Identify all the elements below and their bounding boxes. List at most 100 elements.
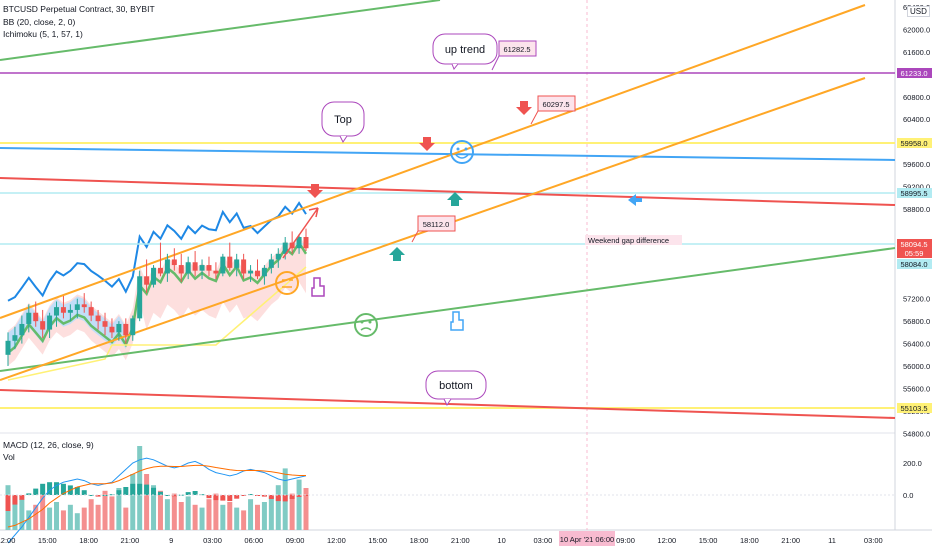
volume-bar	[185, 496, 191, 530]
macd-histogram-bar	[5, 495, 11, 511]
price-tick: 62000.0	[903, 25, 930, 34]
price-label-61282: 61282.5	[491, 40, 537, 71]
trendline-blue	[0, 147, 896, 161]
arrow-down-marker	[307, 184, 323, 198]
candle-body	[254, 270, 260, 277]
price-tag-bg	[897, 239, 932, 249]
macd-histogram-bar	[185, 492, 191, 495]
volume-bar	[102, 490, 108, 530]
price-tick: 56400.0	[903, 340, 930, 349]
volume-bar	[144, 474, 150, 530]
time-tick: 15:00	[368, 536, 387, 545]
candle-body	[241, 259, 247, 274]
trendline-green-bottom	[0, 247, 896, 372]
candle-body	[164, 259, 170, 274]
price-tick: 59200.0	[903, 183, 930, 192]
macd-histogram-bar	[296, 495, 302, 497]
time-tick: 03:00	[534, 536, 553, 545]
price-tags: 61233.0 59958.0 58995.5 58094.505:59 58084.0…	[897, 68, 932, 413]
volume-bar	[74, 513, 80, 530]
candle-body	[109, 326, 115, 333]
vol-legend: Vol	[3, 452, 15, 462]
volume-bar	[157, 490, 163, 530]
volume-bar	[12, 496, 18, 530]
bb-legend: BB (20, close, 2, 0)	[3, 17, 76, 27]
time-tick: 11	[828, 536, 836, 545]
volume-bar	[289, 493, 295, 530]
candle-body	[178, 265, 184, 274]
price-tick: 56000.0	[903, 362, 930, 371]
macd-histogram-bar	[261, 495, 267, 497]
candles	[5, 228, 309, 367]
candle-body	[282, 242, 288, 254]
candle-body	[40, 321, 46, 330]
arrow-up-marker	[389, 247, 405, 261]
svg-text:58112.0: 58112.0	[423, 220, 450, 229]
callout-top: Top	[321, 101, 365, 143]
ichimoku-lagging-line	[7, 266, 307, 381]
price-tag-bg	[897, 259, 932, 269]
ichimoku-legend: Ichimoku (5, 1, 57, 1)	[3, 29, 83, 39]
candle-body	[19, 323, 25, 336]
time-tick: 15:00	[699, 536, 718, 545]
candle-body	[130, 318, 136, 336]
price-tick: 60800.0	[903, 93, 930, 102]
macd-histogram-bar	[282, 495, 288, 502]
macd-histogram-bar	[123, 487, 129, 495]
volume-bar	[88, 499, 94, 530]
time-tick: 12:00	[327, 536, 346, 545]
volume-bar	[261, 502, 267, 530]
volume-bar	[130, 474, 136, 530]
macd-histogram-bar	[60, 483, 66, 495]
macd-histogram-bar	[88, 495, 94, 496]
candle-body	[47, 315, 53, 330]
price-tag-bg	[897, 248, 932, 258]
weekend-gap-box	[585, 235, 682, 245]
signal-line	[7, 464, 306, 528]
volume-bar	[227, 502, 233, 530]
price-tag-bg	[897, 138, 932, 148]
volume-bar	[241, 510, 247, 530]
candle-body	[26, 312, 32, 324]
price-tick: 58800.0	[903, 205, 930, 214]
price-tag-label: 61233.0	[900, 69, 927, 78]
svg-text:60297.5: 60297.5	[542, 100, 569, 109]
volume-bar	[109, 496, 115, 530]
price-tick: 57200.0	[903, 295, 930, 304]
volume-bar	[67, 504, 73, 530]
macd-histogram-bar	[268, 495, 274, 499]
macd-histogram-bar	[275, 495, 281, 502]
time-tick: 18:00	[79, 536, 98, 545]
time-tick: 18:00	[410, 536, 429, 545]
macd-histogram-bar	[192, 491, 198, 495]
price-tag-label: 55103.5	[900, 404, 927, 413]
time-tick: 12:00	[0, 536, 15, 545]
svg-text:61282.5: 61282.5	[503, 45, 530, 54]
volume-bar	[40, 493, 46, 530]
pointing-hand-icon	[450, 311, 464, 331]
price-tag-bg	[897, 188, 932, 198]
currency-label[interactable]: USD	[907, 6, 930, 17]
svg-text:up trend: up trend	[445, 44, 485, 56]
time-tick: 9	[169, 536, 173, 545]
price-tick: 55600.0	[903, 384, 930, 393]
time-tick: 18:00	[740, 536, 759, 545]
volume-bar	[151, 485, 157, 530]
macd-histogram-bar	[33, 488, 39, 495]
volume-bar	[123, 507, 129, 530]
weekend-gap-label: Weekend gap difference	[588, 236, 669, 245]
time-tick: 21:00	[451, 536, 470, 545]
bb-upper-line	[7, 201, 307, 302]
candle-body	[5, 340, 11, 355]
volume-bar	[33, 504, 39, 530]
macd-histogram-bar	[19, 495, 25, 500]
macd-histogram-bar	[234, 495, 240, 499]
volume-bar	[26, 510, 32, 530]
candle-body	[95, 315, 101, 322]
macd-histogram-bar	[199, 494, 205, 496]
volume-bar	[81, 507, 87, 530]
macd-histogram-bar	[157, 491, 163, 495]
macd-legend: MACD (12, 26, close, 9)	[3, 440, 94, 450]
candle-body	[144, 276, 150, 285]
